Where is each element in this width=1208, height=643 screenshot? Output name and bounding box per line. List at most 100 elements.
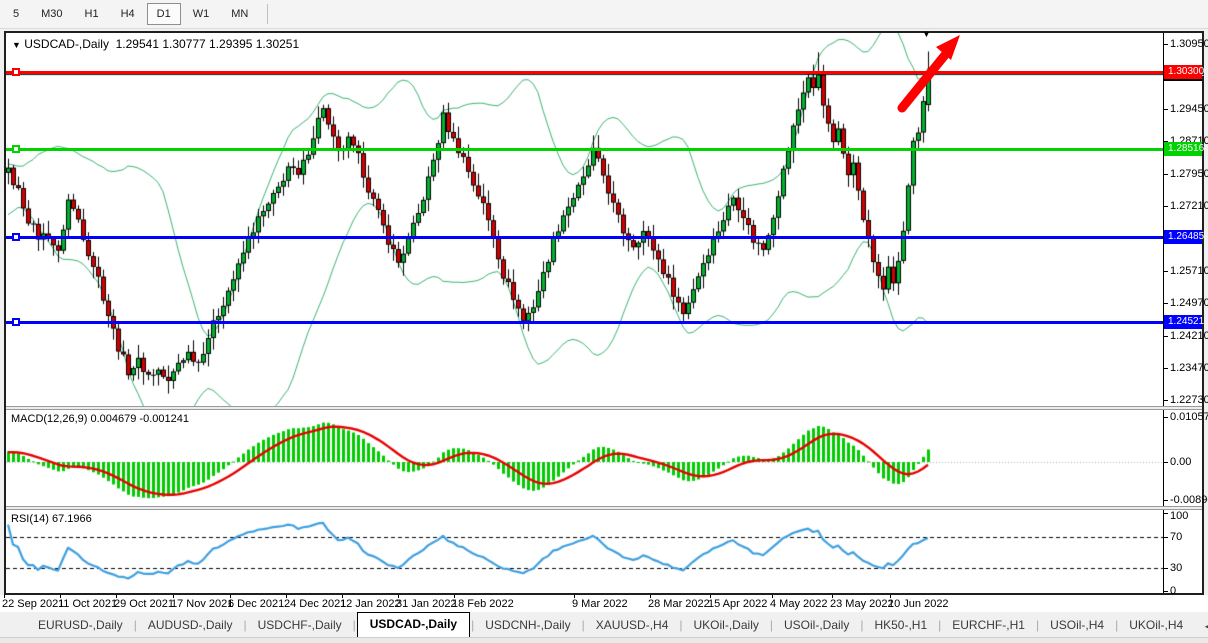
price-axis-tick xyxy=(1164,109,1168,110)
timeframe-button-h1[interactable]: H1 xyxy=(84,8,99,20)
support-line-1-24521[interactable] xyxy=(6,321,1163,325)
price-axis-label: 1.30950 xyxy=(1170,38,1208,50)
price-axis-tick xyxy=(1164,206,1168,207)
chart-tab-bar: EURUSD-,Daily | AUDUSD-,Daily | USDCHF-,Dail… xyxy=(0,612,1208,637)
timeframe-button-d1[interactable]: D1 xyxy=(146,3,181,25)
macd-axis-label: -0.00896 xyxy=(1170,494,1208,507)
tab-separator: | xyxy=(133,618,137,632)
tab-separator: | xyxy=(938,618,942,632)
macd-axis-scale[interactable]: 0.010578 0.00 -0.00896 xyxy=(1163,410,1208,506)
date-axis-label: 11 Oct 2021 xyxy=(58,598,118,610)
date-axis-tick xyxy=(342,595,343,598)
chart-tab-usdchf-daily[interactable]: USDCHF-,Daily xyxy=(257,618,342,632)
scroll-to-end-marker-icon[interactable]: ▼ xyxy=(922,29,931,39)
chart-tab-usdcnh-daily[interactable]: USDCNH-,Daily xyxy=(485,618,571,632)
macd-axis-tick xyxy=(1164,417,1168,418)
date-axis-tick xyxy=(710,595,711,598)
macd-chart-canvas[interactable] xyxy=(6,410,1163,506)
rsi-axis-label: 70 xyxy=(1170,530,1183,543)
date-axis-tick xyxy=(832,595,833,598)
tab-separator: | xyxy=(471,618,475,632)
date-axis-label: 15 Apr 2022 xyxy=(708,598,768,610)
chart-tab-xauusd-h4[interactable]: XAUUSD-,H4 xyxy=(595,618,669,632)
chart-tab-audusd-daily[interactable]: AUDUSD-,Daily xyxy=(147,618,233,632)
date-axis-label: 4 May 2022 xyxy=(770,598,828,610)
rsi-pane[interactable]: RSI(14) 67.1966 100 70 30 0 xyxy=(6,510,1202,597)
resistance-line-1-30300[interactable] xyxy=(6,71,1163,75)
chart-tab-hk50-h1[interactable]: HK50-,H1 xyxy=(874,618,928,632)
price-axis-scale[interactable]: 1.30950 1.29450 1.28710 1.27950 1.27210 1.257… xyxy=(1163,33,1208,406)
tab-separator: | xyxy=(243,618,247,632)
price-axis-label: 1.24210 xyxy=(1170,329,1208,342)
timeframe-button-mn[interactable]: MN xyxy=(231,8,249,20)
date-axis-tick xyxy=(890,595,891,598)
price-axis-tick xyxy=(1164,174,1168,175)
chart-tab-eurchf-h1[interactable]: EURCHF-,H1 xyxy=(952,618,1025,632)
date-axis-tick xyxy=(650,595,651,598)
pane-splitter-rsi[interactable] xyxy=(6,506,1202,510)
chart-tab-ukoil-h4[interactable]: UKOil-,H4 xyxy=(1129,618,1184,632)
date-axis-label: 29 Oct 2021 xyxy=(114,598,174,610)
price-axis-label: 1.27210 xyxy=(1170,199,1208,212)
tab-separator: | xyxy=(769,618,773,632)
support-line-1-28516[interactable] xyxy=(6,148,1163,152)
timeframe-button-m30[interactable]: M30 xyxy=(41,8,63,20)
price-axis-label: 1.25710 xyxy=(1170,264,1208,277)
rsi-chart-canvas[interactable] xyxy=(6,510,1163,593)
tab-scroll-arrows: ◄► xyxy=(1193,622,1208,637)
date-axis-label: 24 Dec 2021 xyxy=(284,598,347,610)
price-axis-label: 1.29450 xyxy=(1170,102,1208,115)
date-axis-tick xyxy=(60,595,61,598)
price-axis-label: 1.23470 xyxy=(1170,361,1208,374)
rsi-axis-label: 0 xyxy=(1170,585,1177,598)
timeframe-button-h4[interactable]: H4 xyxy=(120,8,135,20)
tab-separator: | xyxy=(860,618,864,632)
price-axis-tick xyxy=(1164,141,1168,142)
date-axis-label: 6 Dec 2021 xyxy=(228,598,285,610)
price-axis-tick xyxy=(1164,368,1168,369)
price-axis-tick xyxy=(1164,336,1168,337)
support-line-1-24521-marker[interactable] xyxy=(12,318,20,327)
date-axis-tick xyxy=(454,595,455,598)
price-axis-label: 1.27950 xyxy=(1170,167,1208,180)
date-axis[interactable]: 22 Sep 2021 11 Oct 2021 29 Oct 2021 17 Nov … xyxy=(0,595,1208,612)
resistance-line-1-30300-marker[interactable] xyxy=(12,68,20,77)
price-axis-tick xyxy=(1164,400,1168,401)
timeframe-button-w1[interactable]: W1 xyxy=(192,8,210,20)
timeframe-toolbar: 5 M30 H1 H4 D1 W1 MN xyxy=(0,0,1208,29)
macd-pane[interactable]: MACD(12,26,9) 0.004679 -0.001241 0.01057… xyxy=(6,410,1208,506)
chart-tab-ukoil-daily[interactable]: UKOil-,Daily xyxy=(693,618,759,632)
date-axis-tick xyxy=(4,595,5,598)
macd-indicator-label: MACD(12,26,9) 0.004679 -0.001241 xyxy=(11,413,189,425)
trend-arrow-annotation[interactable] xyxy=(896,32,974,114)
date-axis-tick xyxy=(173,595,174,598)
price-chart-canvas[interactable] xyxy=(6,33,1163,406)
chart-title-ohlc: 1.29541 1.30777 1.29395 1.30251 xyxy=(115,37,300,51)
date-axis-label: 9 Mar 2022 xyxy=(572,598,628,610)
chart-tab-usoil-daily[interactable]: USOil-,Daily xyxy=(783,618,850,632)
chart-tab-eurusd-daily[interactable]: EURUSD-,Daily xyxy=(38,618,123,632)
date-axis-tick xyxy=(116,595,117,598)
date-axis-tick xyxy=(772,595,773,598)
macd-axis-tick xyxy=(1164,462,1168,463)
date-axis-label: 22 Sep 2021 xyxy=(2,598,65,610)
price-axis-label: 1.22730 xyxy=(1170,393,1208,406)
rsi-axis-scale[interactable]: 100 70 30 0 xyxy=(1163,510,1202,597)
macd-axis-label: 0.00 xyxy=(1170,456,1192,468)
date-axis-label: 23 May 2022 xyxy=(830,598,894,610)
rsi-axis-label: 100 xyxy=(1170,510,1189,522)
rsi-axis-tick xyxy=(1164,591,1168,592)
support-line-1-26485[interactable] xyxy=(6,236,1163,240)
date-axis-tick xyxy=(398,595,399,598)
support-line-1-26485-marker[interactable] xyxy=(12,233,20,242)
tab-scroll-left-icon[interactable]: ◄ xyxy=(1203,622,1208,631)
date-axis-tick xyxy=(230,595,231,598)
price-pane[interactable]: ▼ USDCAD-,Daily 1.29541 1.30777 1.29395 … xyxy=(6,33,1208,406)
timeframe-button-5[interactable]: 5 xyxy=(13,8,20,20)
chart-tab-usoil-h4[interactable]: USOil-,H4 xyxy=(1050,618,1105,632)
macd-axis-tick xyxy=(1164,500,1168,501)
support-line-1-28516-marker[interactable] xyxy=(12,145,20,154)
symbol-dropdown-icon: ▼ xyxy=(12,40,21,50)
chart-tab-usdcad-daily[interactable]: USDCAD-,Daily xyxy=(356,612,471,637)
pane-splitter-macd[interactable] xyxy=(6,406,1202,410)
